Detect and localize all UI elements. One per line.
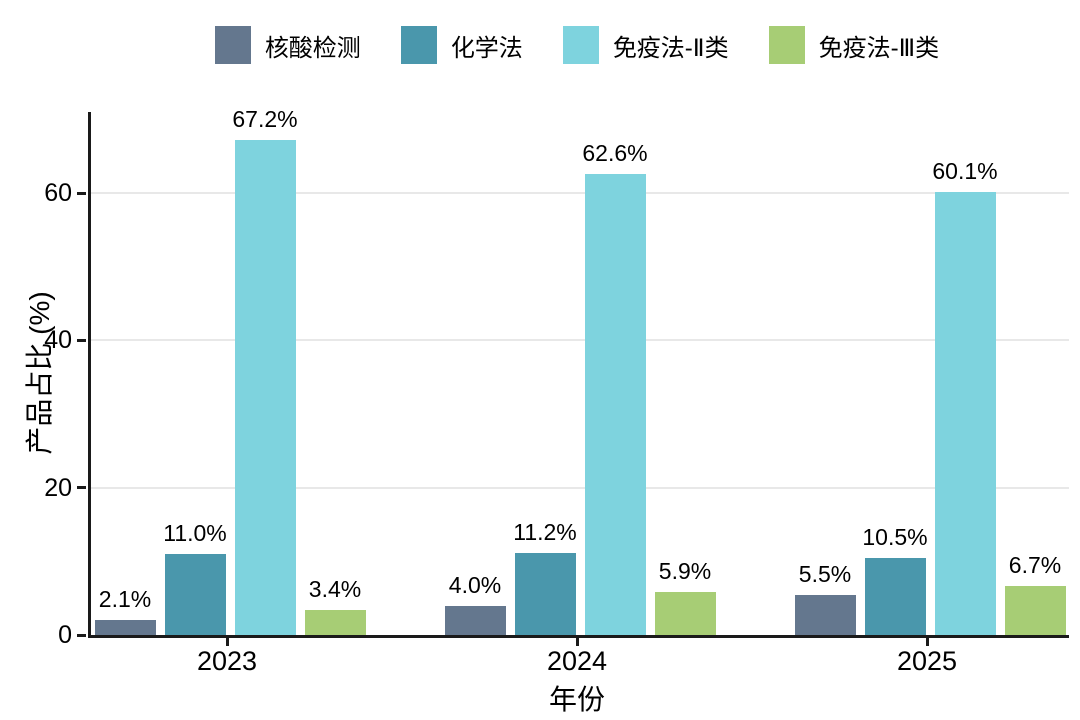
legend-item-label: 核酸检测: [264, 34, 361, 62]
x-axis-title: 年份: [548, 684, 605, 715]
legend-key-swatch: [562, 26, 599, 64]
y-tick-label: 60: [44, 179, 72, 208]
bar-value-label: 2.1%: [98, 585, 152, 612]
bar-value-label: 67.2%: [232, 106, 298, 132]
legend-item: 核酸检测: [214, 26, 361, 64]
bar-value-label: 11.0%: [163, 519, 227, 546]
bar-2023-免疫法-Ⅲ类: [304, 609, 366, 635]
bar-2024-免疫法-Ⅱ类: [584, 173, 646, 635]
bar-2025-免疫法-Ⅱ类: [934, 192, 996, 635]
legend-item-label: 免疫法-Ⅱ类: [612, 34, 729, 62]
x-tick-label: 2024: [546, 646, 608, 676]
bar-value-label: 6.7%: [1008, 551, 1062, 578]
legend-key-swatch: [400, 26, 437, 64]
y-tick-mark: [77, 486, 86, 490]
legend-key-swatch: [214, 26, 251, 64]
legend-key-swatch: [768, 26, 805, 64]
bar-2023-化学法: [164, 553, 226, 635]
legend-item: 化学法: [400, 26, 523, 64]
bar-2025-核酸检测: [794, 594, 856, 635]
bar-2025-免疫法-Ⅲ类: [1004, 585, 1066, 635]
chart-legend: 核酸检测 化学法 免疫法-Ⅱ类 免疫法-Ⅲ类: [88, 26, 1066, 64]
x-tick-mark: [925, 638, 929, 646]
gridline-60: [91, 192, 1069, 195]
bar-value-label: 11.2%: [513, 518, 577, 545]
x-tick-label: 2023: [196, 646, 258, 676]
x-tick-mark: [575, 638, 579, 646]
bar-2024-免疫法-Ⅲ类: [654, 591, 716, 635]
x-tick-mark: [225, 638, 229, 646]
bar-value-label: 62.6%: [582, 139, 648, 166]
bar-2024-化学法: [514, 552, 576, 635]
gridline-40: [91, 339, 1069, 342]
gridline-20: [91, 486, 1069, 489]
y-tick-label: 0: [58, 621, 72, 649]
y-tick-mark: [77, 191, 86, 195]
bar-value-label: 4.0%: [448, 571, 502, 598]
bar-value-label: 5.9%: [658, 557, 712, 584]
plot-area: 2.1% 11.0% 67.2% 3.4% 4.0% 11.2% 62.6% 5.9% 5.5%…: [88, 106, 1069, 638]
bar-2023-核酸检测: [94, 619, 156, 635]
y-tick-label: 40: [44, 326, 72, 355]
legend-item-label: 化学法: [450, 34, 523, 62]
legend-item: 免疫法-Ⅲ类: [768, 26, 940, 64]
bar-value-label: 3.4%: [308, 575, 362, 602]
legend-item: 免疫法-Ⅱ类: [562, 26, 729, 64]
y-tick-mark: [77, 633, 86, 637]
bar-2025-化学法: [864, 557, 926, 635]
x-tick-label: 2025: [896, 646, 958, 676]
y-tick-label: 20: [44, 473, 72, 502]
y-axis-title: 产品占比 (%): [24, 291, 55, 455]
bar-2024-核酸检测: [444, 605, 506, 635]
bar-value-label: 5.5%: [798, 560, 852, 587]
legend-item-label: 免疫法-Ⅲ类: [818, 34, 940, 62]
bar-value-label: 60.1%: [932, 158, 998, 185]
bar-2023-免疫法-Ⅱ类: [234, 140, 296, 635]
y-tick-mark: [77, 338, 86, 342]
bar-value-label: 10.5%: [862, 523, 928, 550]
